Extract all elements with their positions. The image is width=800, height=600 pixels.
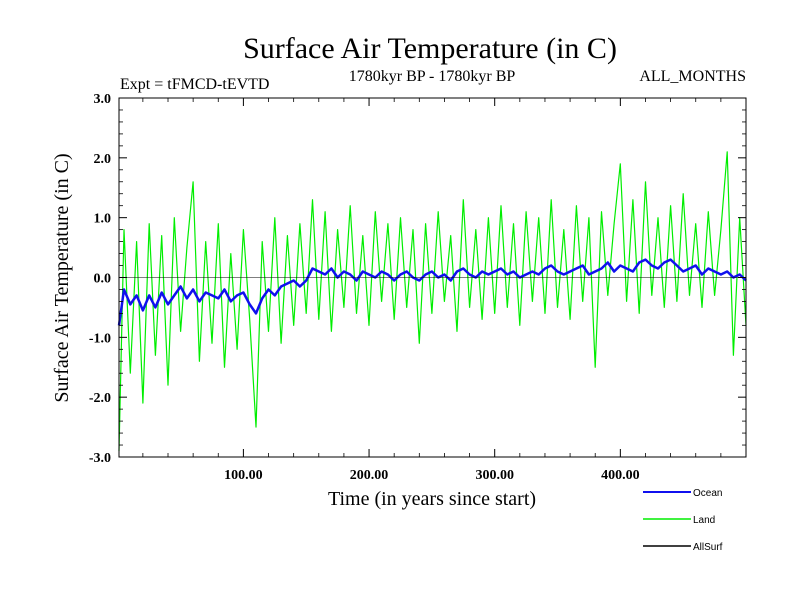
series-layer bbox=[117, 151, 747, 452]
legend-label-ocean: Ocean bbox=[693, 488, 722, 499]
y-tick-label: 2.0 bbox=[94, 152, 112, 167]
axis-ticks: -3.0 -2.0 -1.0 0.0 1.0 2.0 3.0 100.00 200.00 300.… bbox=[89, 92, 746, 483]
legend-label-allsurf: AllSurf bbox=[693, 542, 723, 553]
plot-frame bbox=[118, 97, 747, 458]
legend-label-land: Land bbox=[693, 515, 715, 526]
y-tick-label: 3.0 bbox=[94, 92, 112, 107]
x-tick-label: 300.00 bbox=[475, 468, 514, 483]
y-tick-label: 0.0 bbox=[94, 272, 112, 287]
series-line-ocean bbox=[117, 258, 747, 326]
y-axis-label: Surface Air Temperature (in C) bbox=[51, 153, 73, 402]
y-tick-label: -1.0 bbox=[89, 331, 111, 346]
y-tick-label: 1.0 bbox=[94, 212, 112, 227]
months-label: ALL_MONTHS bbox=[639, 68, 746, 85]
legend: Ocean Land AllSurf bbox=[643, 488, 723, 553]
x-axis-label: Time (in years since start) bbox=[328, 488, 536, 510]
chart-title: Surface Air Temperature (in C) bbox=[243, 32, 617, 65]
series-line-land bbox=[118, 151, 747, 452]
experiment-label: Expt = tFMCD-tEVTD bbox=[120, 76, 269, 93]
y-tick-label: -3.0 bbox=[89, 451, 111, 466]
x-tick-label: 400.00 bbox=[601, 468, 640, 483]
x-tick-label: 200.00 bbox=[350, 468, 389, 483]
y-tick-label: -2.0 bbox=[89, 391, 111, 406]
period-label: 1780kyr BP - 1780kyr BP bbox=[349, 68, 516, 85]
x-tick-label: 100.00 bbox=[224, 468, 263, 483]
